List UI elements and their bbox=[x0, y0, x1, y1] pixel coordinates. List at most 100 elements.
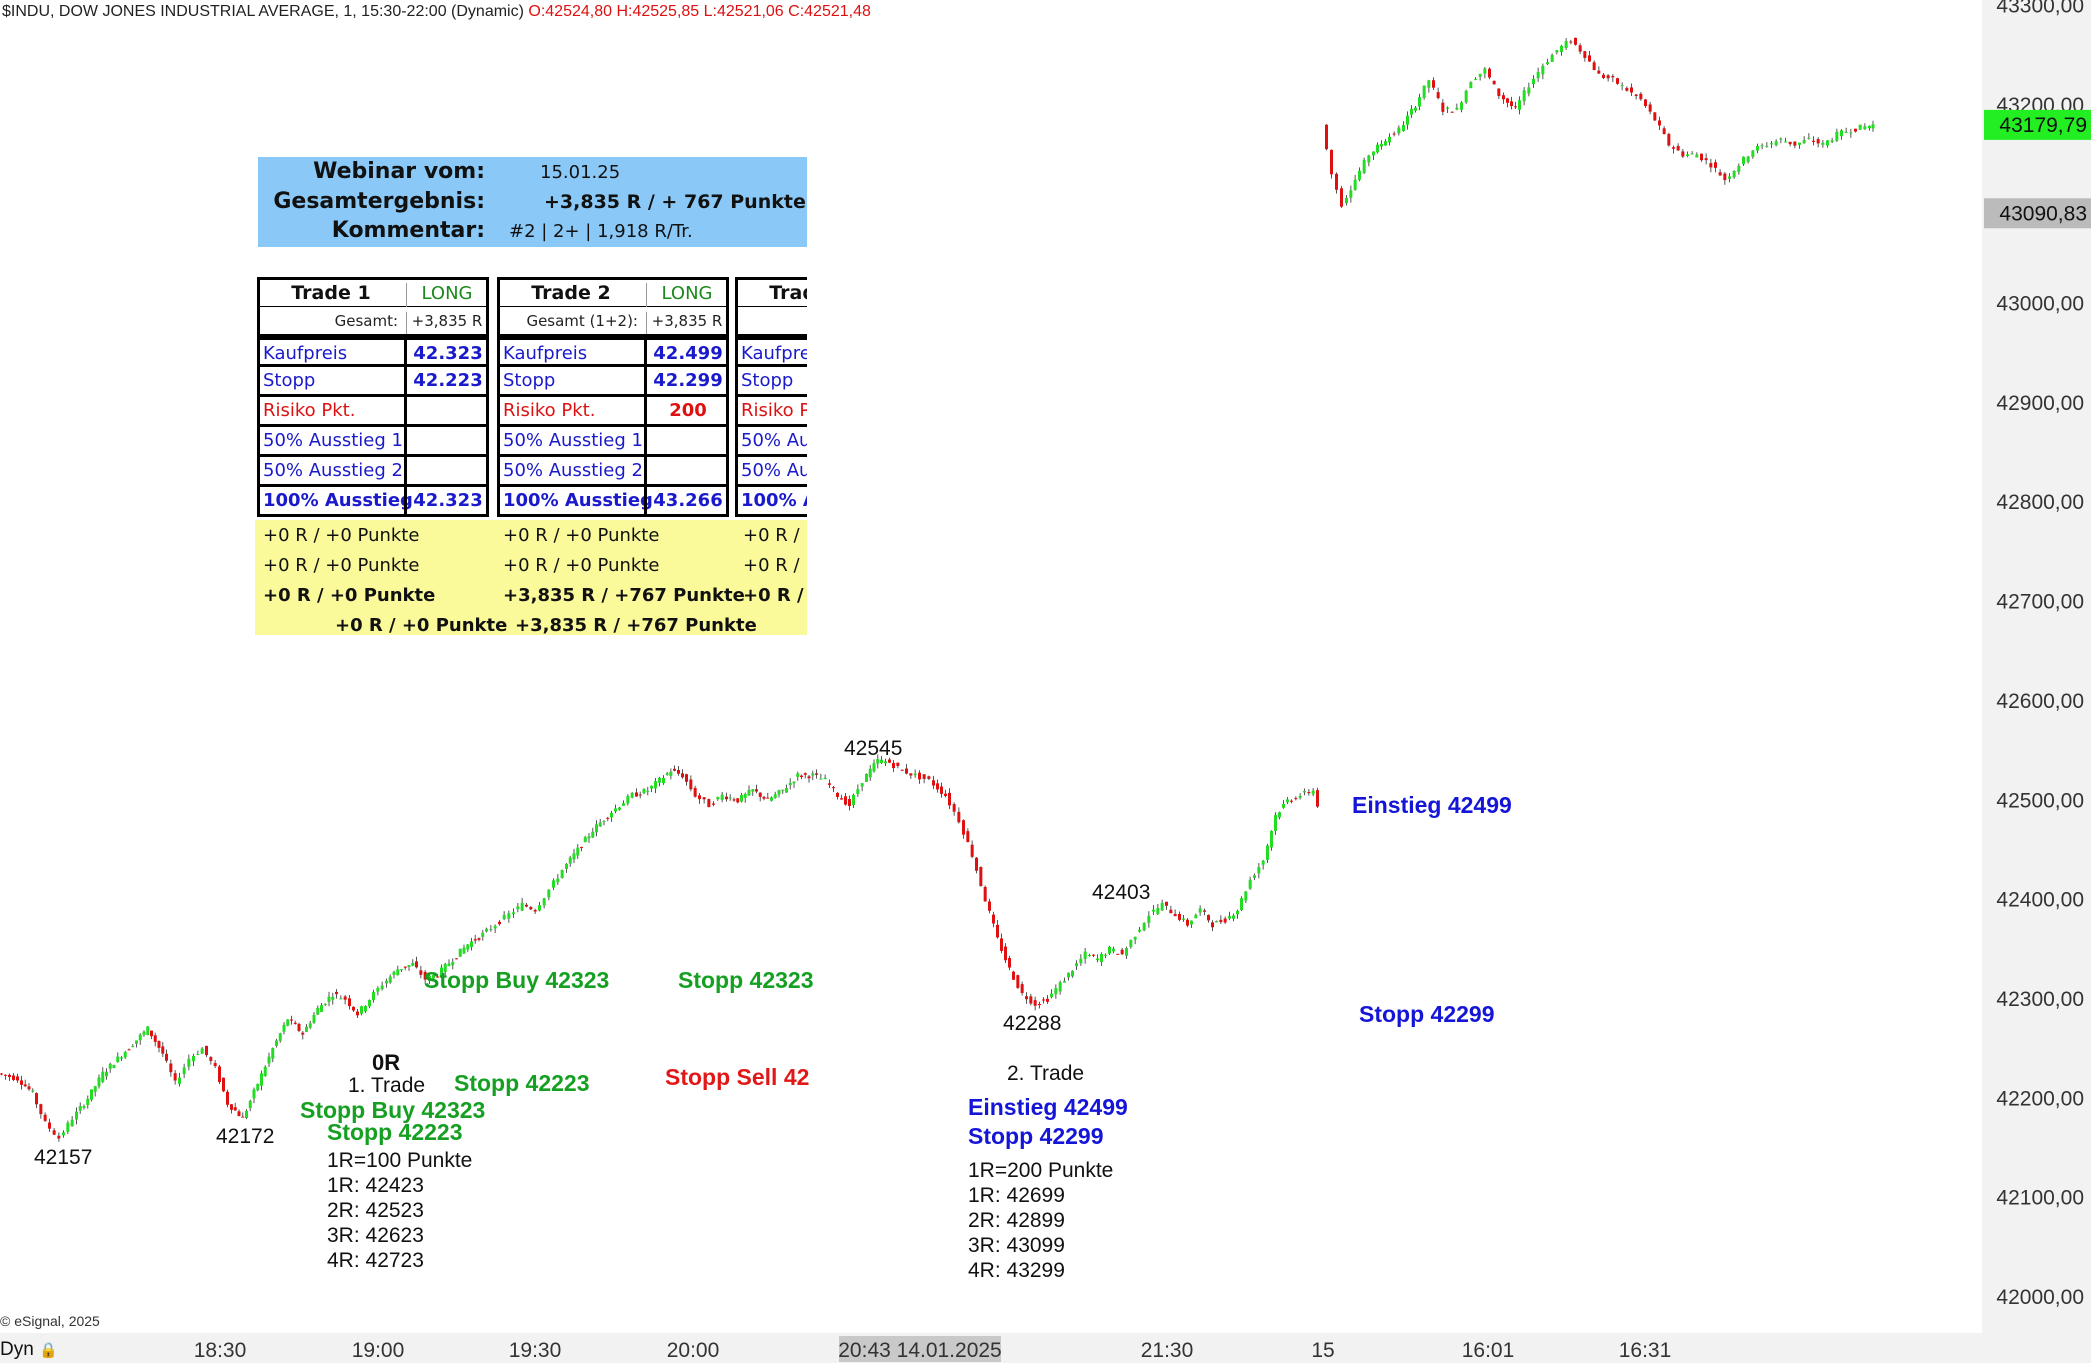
candle-body bbox=[70, 1119, 74, 1127]
x-tick-label: 18:30 bbox=[194, 1339, 247, 1362]
candle-body bbox=[940, 786, 943, 794]
candle-body bbox=[1709, 163, 1713, 168]
candle-body bbox=[182, 1067, 186, 1075]
candle-body bbox=[493, 925, 497, 929]
candle-body bbox=[1325, 124, 1328, 150]
trade-row: 100% Ausstieg bbox=[735, 487, 807, 517]
candle-body bbox=[1662, 128, 1666, 135]
candle-body bbox=[473, 939, 477, 941]
candle-body bbox=[477, 938, 481, 940]
candle-body bbox=[380, 985, 384, 990]
lock-icon[interactable]: 🔒 bbox=[39, 1342, 58, 1359]
candle-body bbox=[658, 777, 661, 783]
r-level: 2R: 42523 bbox=[327, 1199, 424, 1222]
stop-buy-label: Stopp Buy 42323 bbox=[424, 967, 610, 993]
candle-body bbox=[339, 998, 343, 1000]
candle-body bbox=[773, 794, 777, 798]
candle-body bbox=[970, 844, 974, 857]
candle-body bbox=[618, 807, 621, 810]
candle-body bbox=[650, 785, 653, 789]
candle-body bbox=[1488, 68, 1491, 78]
candle-body bbox=[97, 1077, 101, 1087]
candle-body bbox=[127, 1049, 131, 1051]
candle-body bbox=[237, 1111, 241, 1117]
right-stop-label: Stopp 42299 bbox=[1359, 1001, 1495, 1027]
price-label-text: 43090,83 bbox=[1999, 202, 2087, 225]
row-value bbox=[644, 457, 729, 484]
candle-body bbox=[1286, 799, 1289, 803]
candle-body bbox=[880, 759, 883, 763]
candle-body bbox=[1282, 804, 1285, 808]
dyn-label[interactable]: Dyn 🔒 bbox=[0, 1339, 58, 1361]
candle-body bbox=[218, 1066, 221, 1083]
candle-body bbox=[1311, 790, 1315, 795]
candle-body bbox=[1602, 74, 1605, 78]
candle-body bbox=[1071, 970, 1074, 977]
trade1-r-levels: 1R=100 Punkte 1R: 42423 2R: 42523 3R: 42… bbox=[327, 1148, 472, 1273]
candle-body bbox=[896, 762, 900, 767]
candle-body bbox=[1116, 953, 1120, 955]
candle-body bbox=[1198, 908, 1202, 913]
row-label: 100% Ausstieg bbox=[741, 490, 807, 511]
candle-body bbox=[560, 869, 564, 878]
result-line: +0 R / +0 Punkte bbox=[743, 555, 807, 576]
candle-body bbox=[205, 1045, 208, 1056]
low-label-3: 42288 bbox=[1003, 1012, 1062, 1035]
candle-body bbox=[1737, 165, 1741, 173]
candle-body bbox=[1129, 940, 1133, 947]
candle-body bbox=[436, 976, 439, 978]
candle-body bbox=[52, 1130, 56, 1135]
candle-body bbox=[736, 798, 740, 803]
trade-row: Stopp bbox=[735, 367, 807, 397]
candle-body bbox=[892, 762, 895, 769]
candle-body bbox=[256, 1083, 260, 1091]
trade2-entry: Einstieg 42499 bbox=[968, 1094, 1128, 1120]
candle-body bbox=[1871, 124, 1875, 129]
price-label-box bbox=[1984, 109, 2091, 140]
trade1-stop-buy: Stopp Buy 42323 bbox=[300, 1097, 486, 1123]
row-label: 50% Ausstieg 2 bbox=[503, 460, 643, 481]
candle-body bbox=[260, 1073, 263, 1086]
candle-body bbox=[415, 961, 418, 968]
candle-body bbox=[556, 878, 560, 883]
trade-row: Kaufpreis bbox=[735, 337, 807, 367]
candle-body bbox=[1169, 909, 1173, 914]
candle-body bbox=[1560, 45, 1563, 53]
candle-body bbox=[423, 971, 427, 980]
candle-body bbox=[372, 992, 375, 1001]
candle-body bbox=[732, 799, 736, 801]
candle-body bbox=[348, 998, 351, 1007]
row-label: Risiko Pkt. bbox=[503, 400, 596, 421]
row-value: 42.499 bbox=[644, 340, 729, 367]
candle-body bbox=[1676, 145, 1680, 151]
candle-body bbox=[245, 1110, 248, 1118]
result-line: +0 R / +0 Punkte bbox=[263, 555, 420, 576]
candle-body bbox=[1746, 156, 1750, 162]
candle-body bbox=[62, 1132, 65, 1136]
candle-body bbox=[142, 1031, 146, 1035]
candle-body bbox=[975, 857, 978, 871]
candle-body bbox=[516, 906, 520, 910]
candle-body bbox=[428, 975, 431, 982]
candle-body bbox=[1546, 62, 1549, 65]
row-label: Kaufpreis bbox=[263, 343, 348, 364]
candle-body bbox=[1388, 136, 1391, 143]
candle-body bbox=[622, 803, 625, 806]
candle-body bbox=[1784, 141, 1787, 143]
header-value: +3,835 R / + 767 Punkte bbox=[544, 191, 806, 213]
y-tick-label: 42600,00 bbox=[1996, 690, 2084, 713]
candle-body bbox=[957, 811, 961, 823]
candle-body bbox=[1270, 830, 1273, 848]
candle-body bbox=[343, 996, 347, 1000]
candle-body bbox=[1821, 142, 1825, 145]
y-tick-label: 42000,00 bbox=[1996, 1286, 2084, 1309]
row-label: 50% Ausstieg 1 bbox=[263, 430, 403, 451]
trade2-title: 2. Trade bbox=[1007, 1062, 1085, 1085]
candle-body bbox=[1219, 919, 1223, 923]
row-value: 42.223 bbox=[404, 367, 489, 394]
candle-body bbox=[1514, 106, 1517, 108]
candle-body bbox=[1807, 137, 1811, 139]
candle-body bbox=[952, 804, 956, 812]
candle-body bbox=[1686, 154, 1689, 157]
candle-body bbox=[800, 775, 803, 778]
